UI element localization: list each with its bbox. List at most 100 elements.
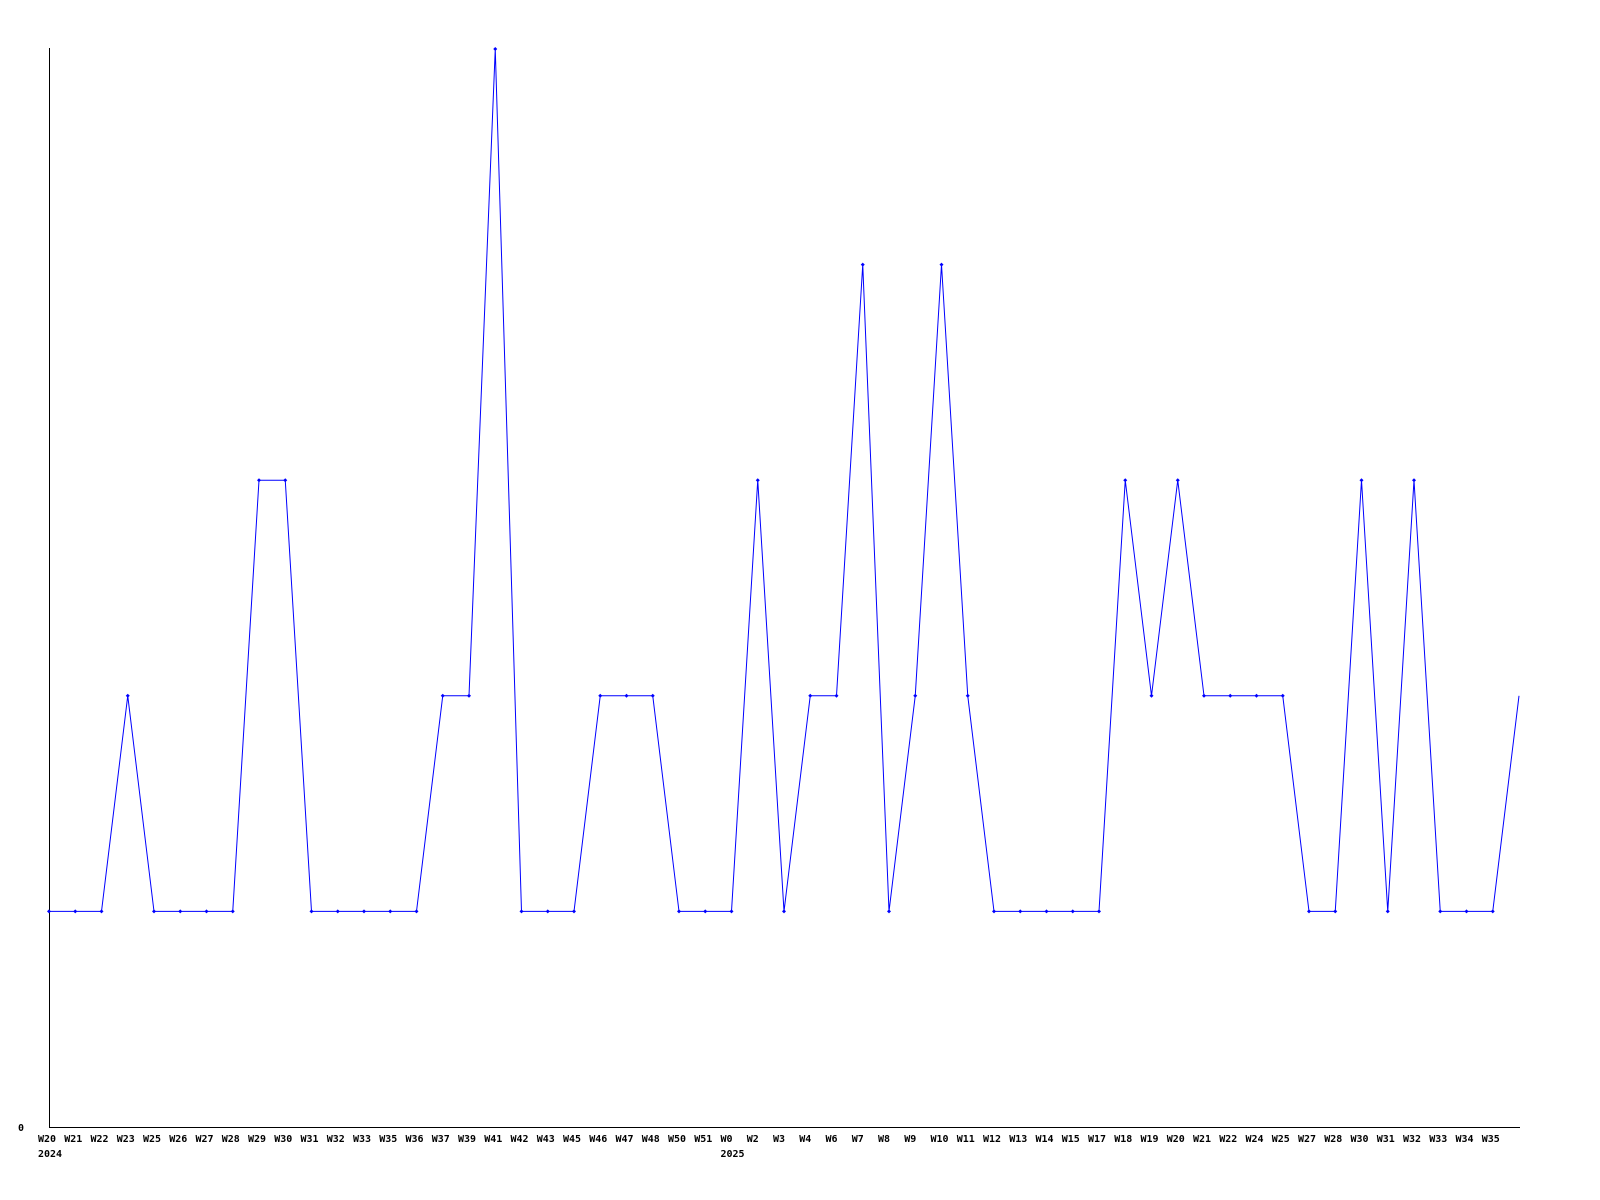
x-tick-label: W27 — [196, 1134, 214, 1145]
data-point — [1097, 909, 1101, 914]
x-tick-label: W29 — [248, 1134, 266, 1145]
data-point — [47, 909, 51, 914]
x-tick-label: W21 — [1193, 1134, 1211, 1145]
x-tick-label: W47 — [616, 1134, 634, 1145]
data-point — [230, 909, 235, 914]
x-tick-label: W30 — [274, 1134, 292, 1145]
x-tick-label: W37 — [432, 1134, 450, 1145]
x-tick-label: W8 — [878, 1134, 890, 1145]
data-point — [755, 478, 760, 483]
x-tick-label: W45 — [563, 1134, 581, 1145]
data-point — [624, 693, 629, 698]
x-tick-label: W17 — [1088, 1134, 1106, 1145]
data-point — [257, 478, 261, 483]
x-tick-label: W2 — [747, 1134, 759, 1145]
data-point — [598, 693, 603, 698]
data-point — [703, 909, 708, 914]
x-year-label: 2024 — [38, 1149, 62, 1160]
x-tick-label: W12 — [983, 1134, 1001, 1145]
x-tick-label: W13 — [1009, 1134, 1027, 1145]
data-point — [1123, 478, 1128, 483]
x-tick-label: W28 — [1324, 1134, 1342, 1145]
x-tick-label: W34 — [1456, 1134, 1474, 1145]
data-point — [204, 909, 209, 914]
data-point — [729, 909, 734, 914]
data-point — [388, 909, 393, 914]
x-tick-label: W36 — [406, 1134, 424, 1145]
data-point — [1280, 693, 1285, 698]
x-tick-label: W9 — [904, 1134, 916, 1145]
data-point — [545, 909, 550, 914]
x-tick-label: W18 — [1114, 1134, 1132, 1145]
x-tick-label: W4 — [799, 1134, 811, 1145]
x-tick-label: W25 — [1272, 1134, 1290, 1145]
data-point — [152, 909, 156, 914]
x-tick-label: W48 — [642, 1134, 660, 1145]
x-tick-label: W41 — [484, 1134, 502, 1145]
x-tick-label: W35 — [379, 1134, 397, 1145]
x-tick-label: W33 — [1429, 1134, 1447, 1145]
data-point — [1070, 909, 1075, 914]
data-point — [1464, 909, 1469, 914]
data-point — [1333, 909, 1338, 914]
x-tick-label: W11 — [957, 1134, 975, 1145]
data-point — [939, 262, 944, 267]
x-tick-label: W24 — [1246, 1134, 1264, 1145]
x-tick-label: W39 — [458, 1134, 476, 1145]
data-point — [965, 693, 970, 698]
x-tick-label: W26 — [169, 1134, 187, 1145]
x-tick-label: W25 — [143, 1134, 161, 1145]
data-point — [834, 693, 839, 698]
data-point — [677, 909, 681, 914]
data-point — [572, 909, 576, 914]
series-line — [49, 48, 1520, 912]
data-point — [519, 909, 524, 914]
data-point — [1044, 909, 1049, 914]
x-tick-label: W42 — [511, 1134, 529, 1145]
x-tick-label: W20 — [38, 1134, 56, 1145]
x-tick-label: W15 — [1062, 1134, 1080, 1145]
data-point — [73, 909, 78, 914]
x-tick-label: W14 — [1036, 1134, 1054, 1145]
x-tick-label: W23 — [117, 1134, 135, 1145]
data-point — [493, 47, 498, 51]
data-point — [782, 909, 786, 914]
data-point — [1490, 909, 1495, 914]
data-point — [992, 909, 996, 914]
x-tick-label: W31 — [1377, 1134, 1395, 1145]
data-point — [99, 909, 104, 914]
data-point — [1018, 909, 1023, 914]
data-point — [335, 909, 340, 914]
x-tick-label: W32 — [1403, 1134, 1421, 1145]
x-tick-labels: W20 W21 W22 W23 W25 W26 W27 W28 W29 W30 W31 W32 W33 W… — [38, 1134, 1500, 1160]
x-tick-label: W30 — [1351, 1134, 1369, 1145]
data-point — [178, 909, 183, 914]
data-point — [1412, 478, 1416, 483]
data-point — [1438, 909, 1443, 914]
x-tick-label: W19 — [1141, 1134, 1159, 1145]
data-point — [125, 693, 130, 698]
data-point — [913, 693, 918, 698]
data-point — [283, 478, 288, 483]
x-tick-label: W22 — [91, 1134, 109, 1145]
data-point — [467, 693, 471, 698]
x-tick-label: W31 — [301, 1134, 319, 1145]
x-tick-label: W0 — [721, 1134, 733, 1145]
data-point — [808, 693, 813, 698]
data-point — [887, 909, 891, 914]
data-point — [362, 909, 366, 914]
data-point — [440, 693, 445, 698]
x-tick-label: W28 — [222, 1134, 240, 1145]
x-tick-label: W20 — [1167, 1134, 1185, 1145]
data-point — [414, 909, 419, 914]
x-tick-label: W3 — [773, 1134, 785, 1145]
data-point — [1254, 693, 1259, 698]
x-tick-label: W27 — [1298, 1134, 1316, 1145]
data-point — [1385, 909, 1390, 914]
data-point — [1228, 693, 1233, 698]
x-tick-label: W10 — [931, 1134, 949, 1145]
data-point — [1359, 478, 1364, 483]
x-tick-label: W6 — [826, 1134, 838, 1145]
y-tick-label: 0 — [18, 1123, 24, 1134]
